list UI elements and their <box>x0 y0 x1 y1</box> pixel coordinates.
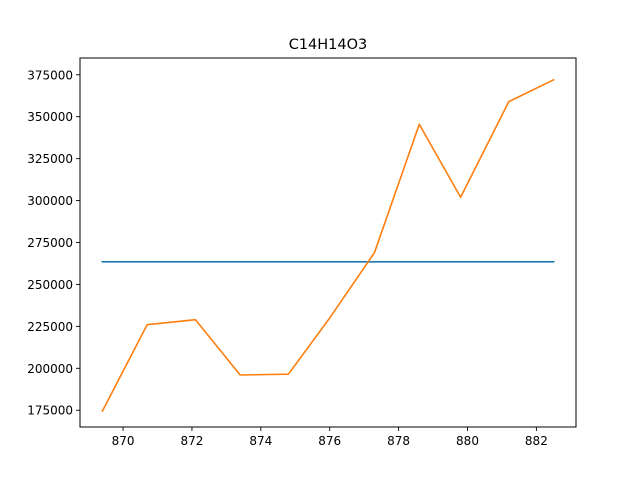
x-tick-label: 878 <box>387 434 410 448</box>
y-tick-label: 175000 <box>27 404 73 418</box>
y-tick-label: 325000 <box>27 152 73 166</box>
y-tick-label: 200000 <box>27 362 73 376</box>
y-tick-label: 300000 <box>27 194 73 208</box>
plot-area-frame <box>79 57 577 428</box>
y-tick-label: 275000 <box>27 236 73 250</box>
x-tick-label: 874 <box>249 434 272 448</box>
x-tick-label: 882 <box>525 434 548 448</box>
x-tick-label: 880 <box>456 434 479 448</box>
y-tick-label: 225000 <box>27 320 73 334</box>
y-tick-label: 350000 <box>27 110 73 124</box>
y-tick-label: 375000 <box>27 68 73 82</box>
x-tick-label: 876 <box>318 434 341 448</box>
series-line-2 <box>101 78 555 413</box>
x-tick-label: 870 <box>112 434 135 448</box>
y-tick-label: 250000 <box>27 278 73 292</box>
y-axis: 175000 200000 225000 250000 275000 300000 3250… <box>27 68 80 418</box>
x-axis: 870 872 874 876 878 880 882 <box>112 427 548 448</box>
x-tick-label: 872 <box>180 434 203 448</box>
chart-title: C14H14O3 <box>289 37 368 53</box>
series-layer <box>101 78 555 413</box>
